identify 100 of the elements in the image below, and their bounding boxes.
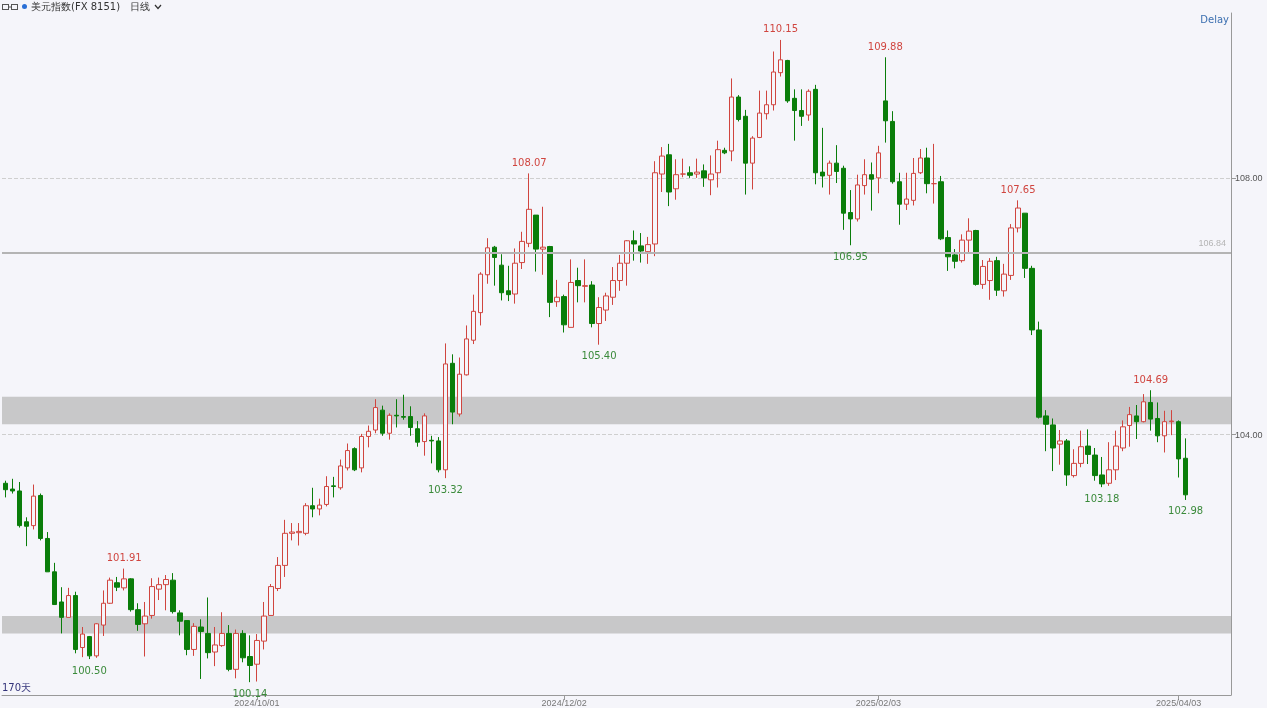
annotation: 170天 <box>2 681 32 695</box>
annotation: 101.91 <box>106 552 142 564</box>
candlestick <box>45 531 50 573</box>
candlestick <box>387 412 392 441</box>
annotation: 103.32 <box>427 483 463 495</box>
annotation: 102.98 <box>1168 505 1204 517</box>
candlestick <box>415 420 420 448</box>
candlestick <box>911 157 916 206</box>
candlestick <box>80 626 85 658</box>
candlestick <box>429 435 434 464</box>
candlestick <box>561 294 567 334</box>
candlestick <box>471 294 476 345</box>
chart-title: 美元指数(FX 8151) <box>31 0 121 14</box>
candlestick <box>820 127 825 189</box>
candlestick <box>771 50 776 112</box>
candlestick <box>673 158 679 201</box>
candlestick <box>631 230 637 262</box>
candlestick <box>114 576 120 592</box>
candlestick <box>359 433 364 473</box>
candlestick <box>66 587 71 618</box>
candlestick <box>198 618 204 680</box>
annotation: 100.14 <box>232 687 268 699</box>
candlestick <box>499 253 504 301</box>
candlestick <box>1183 437 1188 501</box>
candlestick <box>855 174 860 223</box>
candlestick <box>589 280 595 328</box>
candlestick <box>59 586 64 634</box>
candlestick <box>506 265 511 302</box>
candlestick <box>478 271 483 326</box>
candlestick <box>457 357 462 418</box>
candlestick <box>121 568 127 591</box>
candlestick <box>904 172 909 211</box>
candlestick <box>394 398 399 428</box>
candlestick <box>778 39 783 78</box>
candlestick <box>464 324 469 376</box>
candlestick <box>170 572 176 615</box>
candlestick <box>792 88 797 142</box>
candlestick <box>848 189 853 246</box>
candlestick <box>380 405 385 437</box>
y-tick-label: 108.00 <box>1235 172 1263 183</box>
candlestick <box>834 144 839 184</box>
ref-line-label: 106.84 <box>1198 237 1226 248</box>
candlestick <box>575 267 581 303</box>
candlestick <box>897 172 902 226</box>
candlestick <box>806 88 811 122</box>
candlestick <box>373 398 378 434</box>
candlestick <box>331 476 336 498</box>
candlestick <box>512 247 518 305</box>
candlestick <box>324 475 329 507</box>
annotation: 103.18 <box>1084 492 1120 504</box>
annotation: 110.15 <box>763 23 799 35</box>
candlestick <box>729 77 734 162</box>
candlestick <box>1134 404 1139 440</box>
candlestick <box>687 165 693 179</box>
candlestick <box>317 498 322 516</box>
annotation: 108.07 <box>511 156 547 168</box>
candlestick <box>540 206 546 276</box>
candlestick <box>994 256 1000 297</box>
candlestick <box>443 342 448 479</box>
candlestick <box>722 147 727 155</box>
candlestick <box>582 258 588 303</box>
candlestick <box>568 258 574 328</box>
candlestick <box>38 493 43 541</box>
candlestick <box>890 110 895 185</box>
candlestick <box>876 145 881 194</box>
candlestick <box>701 163 707 188</box>
text: Delay <box>1200 14 1229 25</box>
candlestick <box>547 245 553 318</box>
candlestick <box>87 635 92 660</box>
candlestick <box>436 436 441 473</box>
candlestick <box>408 405 413 437</box>
candlestick <box>813 84 818 185</box>
candlestick <box>338 459 343 491</box>
candlestick <box>450 353 455 425</box>
candlestick <box>715 140 721 189</box>
candlestick <box>869 161 874 212</box>
candlestick <box>924 147 930 194</box>
candlestick <box>708 154 714 196</box>
candlestick <box>918 148 923 175</box>
annotation: 105.40 <box>581 350 617 362</box>
candlestick <box>931 143 937 205</box>
candlestick <box>485 237 490 285</box>
annotation: 100.50 <box>71 664 107 676</box>
candlestick <box>366 425 371 448</box>
candlestick <box>764 90 769 120</box>
x-tick-label: 2025/04/03 <box>1156 697 1202 708</box>
annotation: 109.88 <box>867 40 903 52</box>
candlestick <box>1057 429 1063 466</box>
candlestick <box>1127 406 1132 448</box>
candlestick <box>352 446 357 472</box>
candlestick <box>1155 401 1160 443</box>
candlestick <box>743 109 748 196</box>
candlestick <box>401 394 406 421</box>
candlestick <box>799 88 804 127</box>
candlestick <box>694 158 700 179</box>
candlestick <box>638 232 644 264</box>
candlestick <box>757 90 762 139</box>
candlestick <box>94 622 99 659</box>
candlestick <box>205 596 211 659</box>
candlestick <box>862 158 867 196</box>
